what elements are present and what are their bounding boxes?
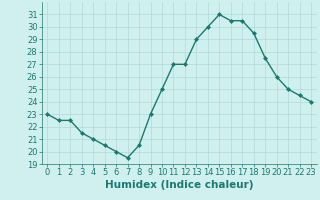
X-axis label: Humidex (Indice chaleur): Humidex (Indice chaleur) — [105, 180, 253, 190]
